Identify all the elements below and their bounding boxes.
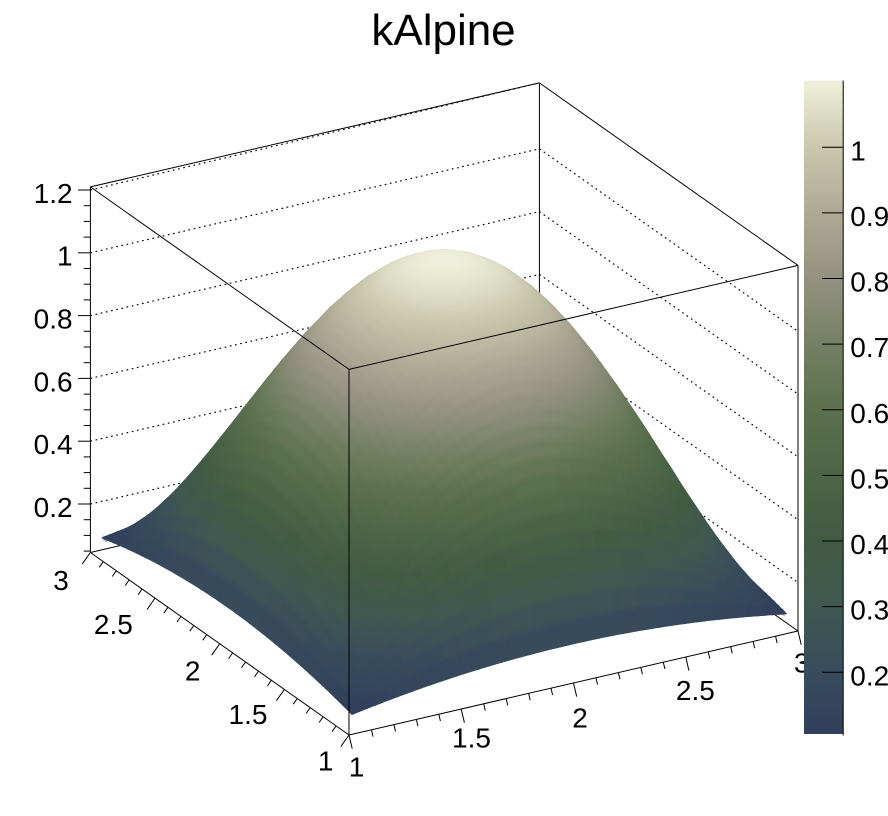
svg-text:0.2: 0.2 [34, 492, 73, 523]
svg-text:1: 1 [57, 241, 73, 272]
svg-text:0.4: 0.4 [850, 529, 888, 560]
svg-text:0.8: 0.8 [34, 304, 73, 335]
svg-text:0.2: 0.2 [850, 660, 888, 691]
svg-text:kAlpine: kAlpine [371, 6, 515, 55]
svg-text:1.5: 1.5 [229, 699, 268, 730]
svg-text:2.5: 2.5 [94, 609, 133, 640]
svg-text:1: 1 [850, 135, 866, 166]
svg-text:0.7: 0.7 [850, 332, 888, 363]
svg-text:1: 1 [349, 752, 365, 783]
svg-text:1.5: 1.5 [452, 723, 491, 754]
svg-text:0.8: 0.8 [850, 267, 888, 298]
svg-text:1: 1 [318, 746, 334, 777]
svg-text:0.4: 0.4 [34, 429, 73, 460]
svg-text:2: 2 [572, 703, 588, 734]
svg-text:0.9: 0.9 [850, 201, 888, 232]
svg-text:3: 3 [53, 565, 69, 596]
svg-text:2: 2 [185, 656, 201, 687]
svg-text:0.6: 0.6 [850, 398, 888, 429]
svg-text:0.5: 0.5 [850, 464, 888, 495]
svg-text:1.2: 1.2 [34, 178, 73, 209]
svg-text:2.5: 2.5 [676, 675, 715, 706]
svg-text:0.3: 0.3 [850, 595, 888, 626]
svg-text:0.6: 0.6 [34, 366, 73, 397]
